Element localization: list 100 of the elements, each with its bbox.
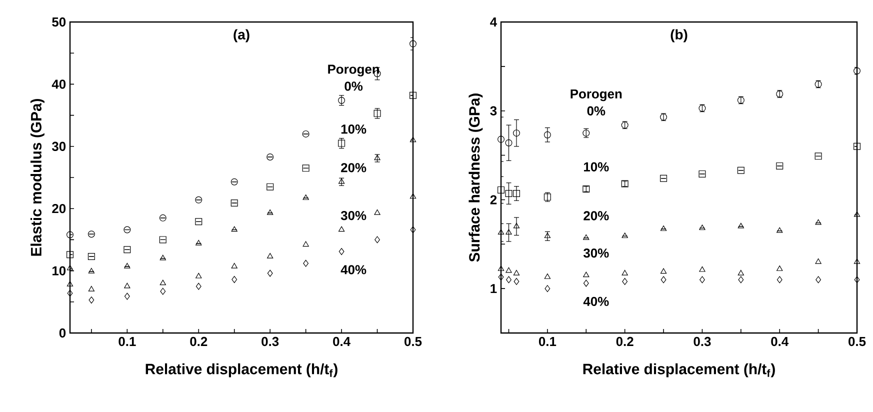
point (195, 196, 202, 204)
point (776, 162, 784, 170)
point (544, 285, 550, 292)
point (374, 110, 381, 117)
point (88, 286, 95, 292)
point (776, 276, 782, 284)
point (498, 136, 505, 143)
point (498, 229, 504, 234)
point (776, 266, 783, 271)
point (231, 262, 238, 268)
point (124, 262, 130, 268)
y-tick-label: 4 (490, 18, 498, 26)
point (124, 246, 131, 254)
point (512, 190, 520, 197)
point (498, 266, 504, 271)
point (196, 282, 202, 290)
x-axis-title: Relative displacement (h/t$_{f}$) (583, 363, 775, 378)
point (266, 183, 274, 190)
chart-title: (b) (670, 29, 688, 42)
point (231, 226, 238, 232)
point (374, 209, 380, 215)
point (699, 266, 706, 272)
x-tick-label: 0.5 (848, 336, 866, 346)
series-label: 20% (341, 163, 366, 172)
point (159, 236, 166, 244)
point (302, 241, 309, 247)
series-label: 40% (340, 265, 366, 274)
point (698, 170, 706, 178)
point (622, 278, 628, 285)
point (230, 200, 238, 206)
point (160, 254, 166, 260)
series-label: 20% (584, 211, 609, 220)
point (660, 276, 666, 284)
point (67, 290, 73, 297)
point (302, 164, 310, 172)
point (505, 139, 512, 146)
series-label: 0% (587, 106, 606, 116)
point (854, 142, 861, 150)
series-label: 30% (340, 210, 366, 220)
x-tick-label: 0.5 (404, 336, 422, 346)
point (338, 248, 344, 256)
point (498, 186, 505, 194)
point (814, 152, 822, 160)
point (88, 230, 95, 238)
point (302, 194, 309, 200)
point (506, 229, 512, 234)
point (505, 190, 512, 197)
point (196, 240, 202, 246)
y-tick-label: 2 (490, 195, 497, 204)
point (506, 267, 512, 273)
point (738, 276, 744, 284)
point (506, 276, 512, 284)
point (159, 214, 166, 222)
point (338, 178, 345, 184)
legend-label: 30% (583, 248, 609, 258)
point (699, 224, 706, 230)
y-tick-label: 10 (52, 266, 66, 276)
point (232, 276, 238, 284)
point (124, 226, 131, 234)
point (513, 222, 520, 228)
x-tick-label: 0.2 (190, 336, 208, 346)
point (303, 260, 309, 267)
point (410, 92, 417, 99)
x-axis-title: Relative displacement (h/t$_{f}$) (146, 363, 338, 378)
point (410, 226, 416, 234)
point (660, 174, 668, 182)
y-axis-title: Elastic modulus (GPa) (30, 98, 44, 256)
point (88, 268, 95, 274)
point (776, 227, 783, 233)
point (854, 67, 861, 74)
point (660, 226, 667, 231)
x-tick-label: 0.4 (771, 336, 789, 346)
y-tick-label: 0 (59, 328, 66, 338)
point (338, 140, 346, 147)
point (700, 276, 705, 284)
point (410, 193, 416, 199)
point (66, 264, 74, 270)
point (338, 226, 345, 232)
point (374, 154, 380, 160)
point (583, 280, 589, 287)
point (267, 252, 274, 258)
series-label: 40% (583, 296, 609, 306)
point (160, 288, 166, 295)
point (622, 270, 628, 276)
point (544, 131, 551, 138)
point (374, 236, 380, 244)
point (66, 231, 74, 238)
point (124, 282, 130, 288)
x-tick-label: 0.1 (118, 336, 136, 346)
point (267, 209, 274, 215)
x-tick-label: 0.1 (538, 336, 556, 346)
point (230, 178, 238, 186)
point (622, 232, 628, 238)
x-tick-label: 0.4 (333, 336, 350, 346)
point (815, 219, 822, 225)
point (583, 234, 590, 240)
x-tick-label: 0.3 (262, 336, 279, 346)
point (410, 40, 417, 48)
point (196, 272, 202, 278)
y-tick-label: 50 (52, 17, 66, 27)
